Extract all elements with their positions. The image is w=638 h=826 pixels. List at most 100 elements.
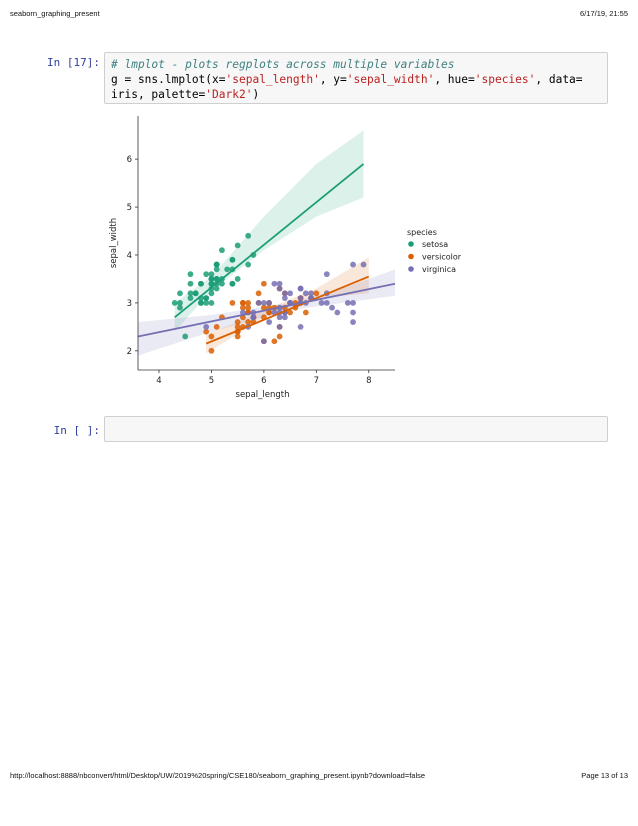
legend-label-versicolor: versicolor bbox=[422, 253, 462, 262]
data-point-virginica bbox=[266, 300, 273, 306]
data-point-virginica bbox=[287, 290, 294, 297]
code-string-y: 'sepal_width' bbox=[346, 73, 435, 86]
data-point-virginica bbox=[276, 323, 283, 330]
data-point-virginica bbox=[297, 323, 304, 330]
x-tick-label: 8 bbox=[366, 376, 371, 386]
data-point-virginica bbox=[255, 300, 262, 306]
code-string-palette: 'Dark2' bbox=[205, 88, 253, 101]
code-input-area[interactable]: # lmplot - plots regplots across multipl… bbox=[104, 52, 608, 104]
data-point-versicolor bbox=[229, 300, 236, 306]
data-point-versicolor bbox=[234, 319, 241, 325]
data-point-versicolor bbox=[234, 323, 241, 330]
data-point-setosa bbox=[177, 304, 183, 311]
data-point-setosa bbox=[203, 271, 210, 278]
data-point-versicolor bbox=[208, 347, 215, 354]
data-point-versicolor bbox=[255, 290, 262, 297]
lmplot-chart: 4 5 6 7 8 2 3 4 5 6 sepal_length sepal_width species… bbox=[109, 116, 462, 400]
code-token: , data= bbox=[535, 73, 583, 86]
data-point-setosa bbox=[203, 295, 210, 302]
code-token: ) bbox=[252, 88, 260, 101]
data-point-versicolor bbox=[239, 300, 246, 306]
code-string-x: 'sepal_length' bbox=[225, 73, 320, 86]
print-header: seaborn_graphing_present 6/17/19, 21:55 bbox=[10, 9, 628, 18]
data-point-setosa bbox=[198, 280, 204, 287]
data-point-virginica bbox=[281, 295, 288, 302]
print-header-datetime: 6/17/19, 21:55 bbox=[580, 9, 628, 18]
data-point-virginica bbox=[350, 261, 356, 268]
code-input-empty[interactable] bbox=[104, 416, 608, 442]
data-point-versicolor bbox=[234, 333, 241, 340]
print-header-title: seaborn_graphing_present bbox=[10, 9, 100, 18]
print-footer-page: Page 13 of 13 bbox=[581, 771, 628, 780]
data-point-setosa bbox=[213, 285, 220, 292]
y-tick-label: 4 bbox=[127, 251, 132, 261]
data-point-versicolor bbox=[313, 290, 320, 297]
data-point-virginica bbox=[271, 280, 278, 287]
data-point-virginica bbox=[276, 280, 283, 287]
data-point-setosa bbox=[234, 276, 241, 282]
data-point-versicolor bbox=[271, 338, 278, 345]
data-point-virginica bbox=[329, 304, 335, 311]
data-point-virginica bbox=[360, 261, 367, 268]
legend-label-virginica: virginica bbox=[422, 265, 456, 274]
legend-marker-setosa bbox=[408, 241, 414, 247]
x-tick-label: 5 bbox=[209, 376, 214, 386]
data-point-versicolor bbox=[260, 280, 267, 287]
legend-marker-virginica bbox=[408, 266, 414, 272]
code-string-hue: 'species' bbox=[474, 73, 536, 86]
regression-line-virginica bbox=[137, 282, 396, 338]
data-point-setosa bbox=[234, 242, 241, 249]
legend-marker-versicolor bbox=[408, 253, 414, 260]
data-point-setosa bbox=[192, 290, 199, 297]
data-point-setosa bbox=[208, 271, 215, 278]
data-point-virginica bbox=[350, 300, 356, 306]
print-footer: http://localhost:8888/nbconvert/html/Des… bbox=[10, 771, 628, 780]
regression-line-versicolor bbox=[205, 275, 370, 345]
data-point-versicolor bbox=[245, 304, 252, 311]
data-point-virginica bbox=[350, 309, 356, 316]
data-point-setosa bbox=[208, 276, 215, 282]
data-point-setosa bbox=[213, 276, 220, 282]
data-point-setosa bbox=[219, 280, 225, 287]
data-point-versicolor bbox=[287, 309, 294, 316]
y-tick-label: 2 bbox=[127, 347, 132, 357]
code-token: , y= bbox=[319, 73, 347, 86]
data-point-virginica bbox=[318, 300, 325, 306]
data-point-versicolor bbox=[302, 309, 309, 316]
data-point-setosa bbox=[213, 261, 220, 268]
x-axis-label: sepal_length bbox=[236, 390, 290, 400]
x-tick-label: 7 bbox=[314, 376, 319, 386]
cell-prompt-empty: In [ ]: bbox=[53, 424, 100, 437]
data-point-setosa bbox=[213, 266, 220, 273]
data-point-virginica bbox=[281, 314, 288, 321]
code-token: iris, palette= bbox=[111, 88, 206, 101]
data-point-virginica bbox=[350, 319, 356, 325]
x-tick-label: 6 bbox=[261, 376, 266, 386]
data-point-virginica bbox=[302, 290, 309, 297]
data-point-versicolor bbox=[245, 300, 252, 306]
data-point-virginica bbox=[260, 300, 267, 306]
data-point-virginica bbox=[276, 285, 283, 292]
data-point-virginica bbox=[250, 314, 257, 321]
data-point-setosa bbox=[208, 300, 215, 306]
data-point-versicolor bbox=[208, 333, 215, 340]
data-point-setosa bbox=[171, 300, 178, 306]
data-point-versicolor bbox=[245, 319, 252, 325]
data-point-setosa bbox=[187, 290, 194, 297]
data-point-virginica bbox=[308, 290, 314, 297]
cell-prompt: In [17]: bbox=[47, 56, 100, 69]
data-point-setosa bbox=[229, 256, 236, 263]
data-point-setosa bbox=[177, 290, 183, 297]
data-point-virginica bbox=[276, 314, 283, 321]
data-point-virginica bbox=[334, 309, 341, 316]
data-point-setosa bbox=[187, 271, 194, 278]
data-point-virginica bbox=[297, 295, 304, 302]
data-point-setosa bbox=[187, 295, 194, 302]
print-footer-url: http://localhost:8888/nbconvert/html/Des… bbox=[10, 771, 426, 780]
data-point-versicolor bbox=[213, 323, 220, 330]
data-point-virginica bbox=[344, 300, 351, 306]
data-point-setosa bbox=[229, 280, 236, 287]
data-point-virginica bbox=[281, 290, 288, 297]
data-point-virginica bbox=[323, 271, 330, 278]
x-tick-label: 4 bbox=[156, 376, 161, 386]
